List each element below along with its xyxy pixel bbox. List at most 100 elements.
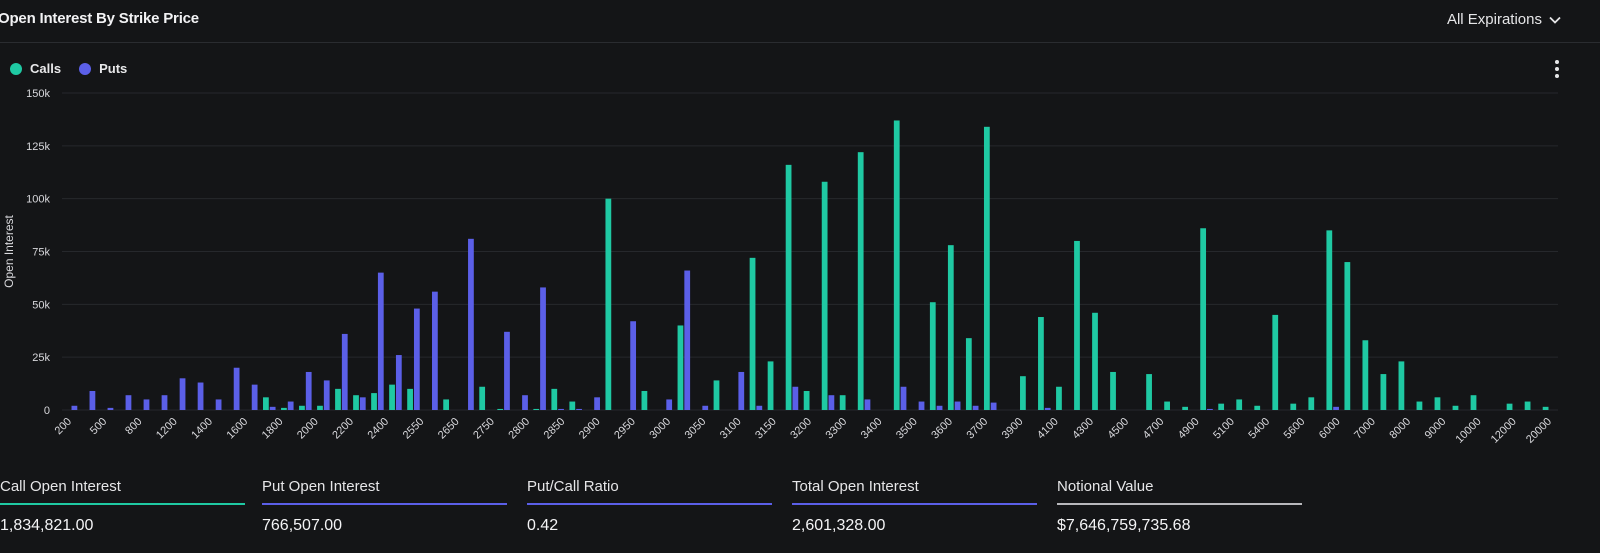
stat-underline [1057, 503, 1302, 505]
call-bar [1416, 401, 1423, 410]
y-axis-label: Open Interest [2, 214, 16, 287]
call-bar [929, 302, 936, 410]
call-bar [1380, 374, 1387, 410]
stat-underline [527, 503, 772, 505]
put-bar [594, 397, 600, 410]
call-bar [1110, 371, 1116, 410]
call-bar [1470, 395, 1477, 410]
stats-bar: Call Open Interest 1,834,821.00 Put Open… [0, 470, 1600, 553]
x-tick-label: 500 [88, 416, 109, 437]
call-bar [1254, 405, 1261, 410]
put-bar [71, 405, 78, 410]
y-tick-label: 125k [26, 141, 50, 153]
stat-underline [792, 503, 1037, 505]
call-bar [1308, 397, 1315, 410]
put-bar [143, 399, 150, 410]
call-bar [551, 388, 558, 410]
put-bar [107, 407, 114, 410]
call-bar [641, 390, 648, 410]
call-bar [1236, 399, 1243, 410]
x-tick-label: 3150 [753, 416, 779, 442]
x-tick-label: 2850 [542, 416, 568, 442]
put-bar [1044, 407, 1051, 410]
x-tick-label: 200 [53, 416, 74, 437]
y-tick-label: 50k [32, 299, 50, 311]
call-bar [893, 120, 900, 410]
put-bar [468, 238, 474, 410]
call-bar [1218, 403, 1225, 410]
puts-color-dot [79, 62, 92, 75]
put-bar [702, 405, 709, 410]
legend-item-calls[interactable]: Calls [10, 61, 61, 76]
call-bar [1290, 403, 1297, 410]
x-tick-label: 2900 [577, 416, 603, 442]
put-bar [522, 395, 528, 410]
call-bar [1038, 317, 1044, 410]
stat-value: 766,507.00 [262, 517, 343, 534]
call-bar [353, 395, 359, 410]
put-bar [918, 401, 925, 410]
put-bar [792, 386, 799, 410]
call-bar [317, 405, 323, 410]
call-bar [1056, 386, 1062, 410]
call-bar [407, 388, 413, 410]
put-bar [269, 406, 276, 410]
x-tick-label: 5100 [1211, 416, 1237, 442]
put-bar [900, 386, 907, 410]
x-tick-label: 2000 [295, 416, 321, 442]
call-bar [497, 408, 504, 410]
call-bar [965, 338, 972, 410]
x-tick-label: 5600 [1282, 416, 1308, 442]
put-bar [197, 382, 204, 410]
legend-item-puts[interactable]: Puts [79, 61, 127, 76]
put-bar [504, 331, 510, 410]
put-bar [558, 408, 564, 410]
stat-label: Put/Call Ratio [527, 478, 619, 495]
x-tick-label: 3600 [929, 416, 955, 442]
x-tick-label: 1400 [189, 416, 215, 442]
call-bar [371, 393, 377, 410]
put-bar [161, 395, 168, 410]
stat-label: Call Open Interest [0, 478, 121, 495]
call-bar [443, 399, 450, 410]
x-tick-label: 3700 [965, 416, 991, 442]
more-options-icon[interactable] [1554, 60, 1560, 80]
x-tick-label: 3900 [1000, 416, 1026, 442]
x-tick-label: 3000 [647, 416, 673, 442]
y-tick-label: 0 [44, 405, 50, 417]
call-bar [1506, 403, 1513, 410]
call-bar [1200, 228, 1207, 410]
call-bar [1326, 230, 1333, 410]
expiration-dropdown[interactable]: All Expirations [1447, 11, 1562, 28]
calls-color-dot [10, 62, 22, 75]
x-tick-label: 1200 [154, 416, 180, 442]
call-bar [1272, 314, 1279, 410]
call-bar [569, 401, 576, 410]
x-tick-label: 4900 [1176, 416, 1202, 442]
stat-underline [262, 503, 507, 505]
put-bar [828, 395, 835, 410]
legend-label-puts: Puts [99, 61, 128, 76]
y-tick-label: 150k [26, 88, 50, 100]
x-tick-label: 3050 [683, 416, 709, 442]
call-bar [605, 198, 612, 410]
x-tick-label: 3100 [718, 416, 744, 442]
put-bar [305, 371, 312, 410]
put-bar [684, 270, 691, 410]
call-bar [1452, 405, 1459, 410]
put-bar [89, 390, 96, 410]
x-tick-label: 8000 [1387, 416, 1413, 442]
chart-header: Open Interest By Strike Price All Expira… [0, 0, 1600, 43]
stat-call-open-interest: Call Open Interest 1,834,821.00 [0, 470, 245, 535]
x-tick-label: 3300 [824, 416, 850, 442]
put-bar [972, 405, 979, 410]
call-bar [335, 388, 341, 410]
x-tick-label: 2200 [330, 416, 356, 442]
x-tick-label: 2950 [612, 416, 638, 442]
call-bar [1164, 401, 1170, 410]
call-bar [281, 407, 287, 410]
x-tick-label: 2750 [471, 416, 497, 442]
call-bar [1542, 406, 1549, 410]
put-bar [179, 378, 186, 410]
call-bar [1524, 401, 1531, 410]
